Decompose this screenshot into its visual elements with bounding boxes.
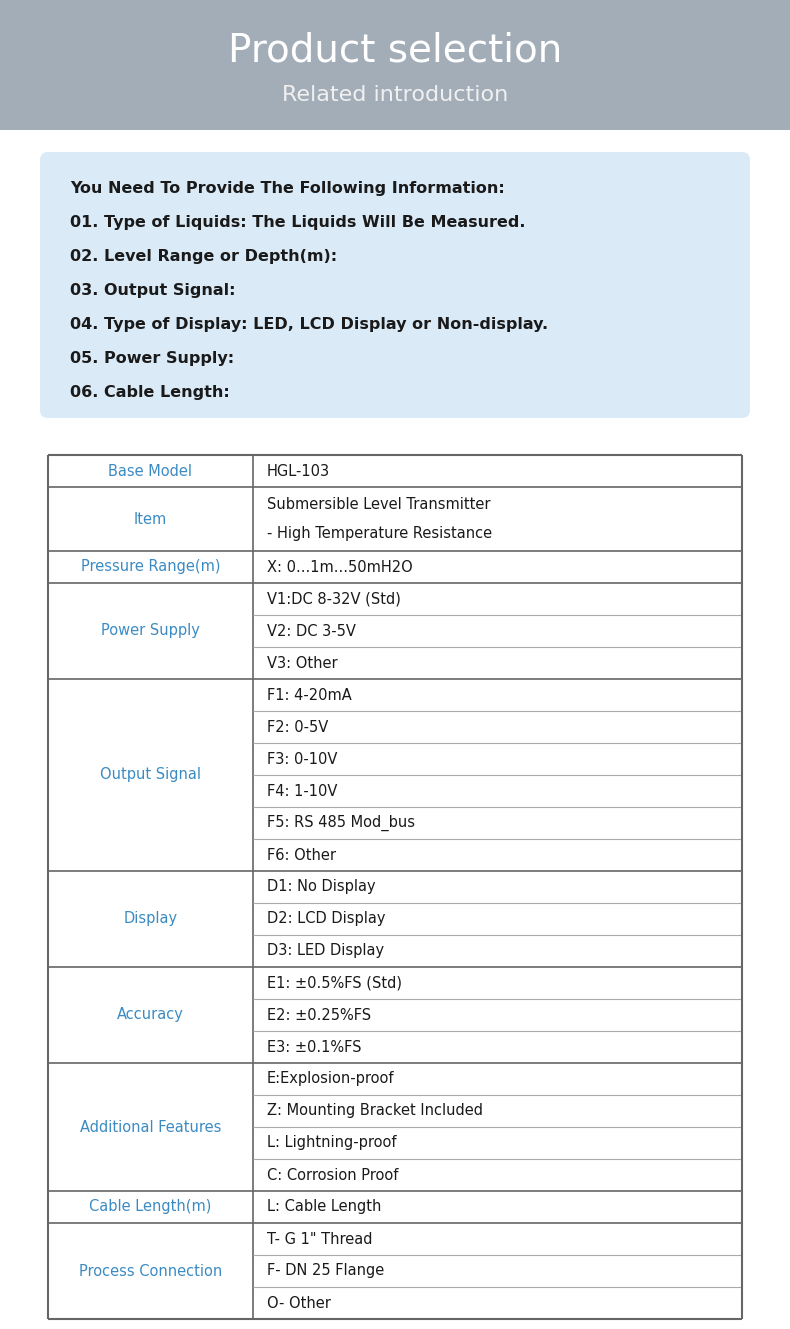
- Text: E1: ±0.5%FS (Std): E1: ±0.5%FS (Std): [267, 975, 402, 990]
- Text: V1:DC 8-32V (Std): V1:DC 8-32V (Std): [267, 591, 401, 606]
- Text: 02. Level Range or Depth(m):: 02. Level Range or Depth(m):: [70, 249, 337, 264]
- Text: D2: LCD Display: D2: LCD Display: [267, 912, 386, 926]
- Text: F2: 0-5V: F2: 0-5V: [267, 719, 328, 735]
- Text: Additional Features: Additional Features: [80, 1119, 221, 1135]
- Text: F5: RS 485 Mod_bus: F5: RS 485 Mod_bus: [267, 815, 415, 831]
- Text: You Need To Provide The Following Information:: You Need To Provide The Following Inform…: [70, 181, 505, 195]
- Text: E2: ±0.25%FS: E2: ±0.25%FS: [267, 1007, 371, 1022]
- Text: E:Explosion-proof: E:Explosion-proof: [267, 1071, 394, 1087]
- Text: X: 0...1m...50mH2O: X: 0...1m...50mH2O: [267, 560, 412, 574]
- Text: 04. Type of Display: LED, LCD Display or Non-display.: 04. Type of Display: LED, LCD Display or…: [70, 318, 548, 332]
- Text: Power Supply: Power Supply: [101, 623, 200, 638]
- Text: F- DN 25 Flange: F- DN 25 Flange: [267, 1264, 384, 1278]
- Text: F3: 0-10V: F3: 0-10V: [267, 751, 337, 767]
- Text: Base Model: Base Model: [108, 464, 193, 478]
- FancyBboxPatch shape: [40, 152, 750, 419]
- Text: E3: ±0.1%FS: E3: ±0.1%FS: [267, 1039, 361, 1054]
- Bar: [0, 0, 790, 130]
- Text: Item: Item: [134, 512, 167, 526]
- Text: F4: 1-10V: F4: 1-10V: [267, 784, 337, 799]
- Text: Submersible Level Transmitter: Submersible Level Transmitter: [267, 497, 491, 512]
- Text: Process Connection: Process Connection: [79, 1264, 222, 1278]
- Text: Product selection: Product selection: [228, 31, 562, 69]
- Text: F1: 4-20mA: F1: 4-20mA: [267, 687, 352, 703]
- Text: - High Temperature Resistance: - High Temperature Resistance: [267, 526, 492, 541]
- Text: D1: No Display: D1: No Display: [267, 880, 375, 894]
- Text: V3: Other: V3: Other: [267, 655, 337, 671]
- Text: Related introduction: Related introduction: [282, 85, 508, 105]
- Text: Z: Mounting Bracket Included: Z: Mounting Bracket Included: [267, 1103, 483, 1119]
- Text: Cable Length(m): Cable Length(m): [89, 1200, 212, 1215]
- Text: O- Other: O- Other: [267, 1296, 330, 1310]
- Text: F6: Other: F6: Other: [267, 848, 336, 863]
- Text: Display: Display: [123, 912, 178, 926]
- Text: L: Lightning-proof: L: Lightning-proof: [267, 1135, 397, 1151]
- Bar: [48, 455, 742, 1318]
- Text: 03. Output Signal:: 03. Output Signal:: [70, 283, 235, 298]
- Text: D3: LED Display: D3: LED Display: [267, 944, 384, 958]
- Text: 01. Type of Liquids: The Liquids Will Be Measured.: 01. Type of Liquids: The Liquids Will Be…: [70, 215, 525, 230]
- Text: 05. Power Supply:: 05. Power Supply:: [70, 351, 234, 367]
- Text: Output Signal: Output Signal: [100, 768, 201, 783]
- Text: T- G 1" Thread: T- G 1" Thread: [267, 1232, 372, 1247]
- Text: 06. Cable Length:: 06. Cable Length:: [70, 385, 230, 400]
- Text: Pressure Range(m): Pressure Range(m): [81, 560, 220, 574]
- Text: C: Corrosion Proof: C: Corrosion Proof: [267, 1167, 398, 1183]
- Text: HGL-103: HGL-103: [267, 464, 330, 478]
- Text: L: Cable Length: L: Cable Length: [267, 1200, 381, 1215]
- Text: Accuracy: Accuracy: [117, 1007, 184, 1022]
- Text: V2: DC 3-5V: V2: DC 3-5V: [267, 623, 356, 638]
